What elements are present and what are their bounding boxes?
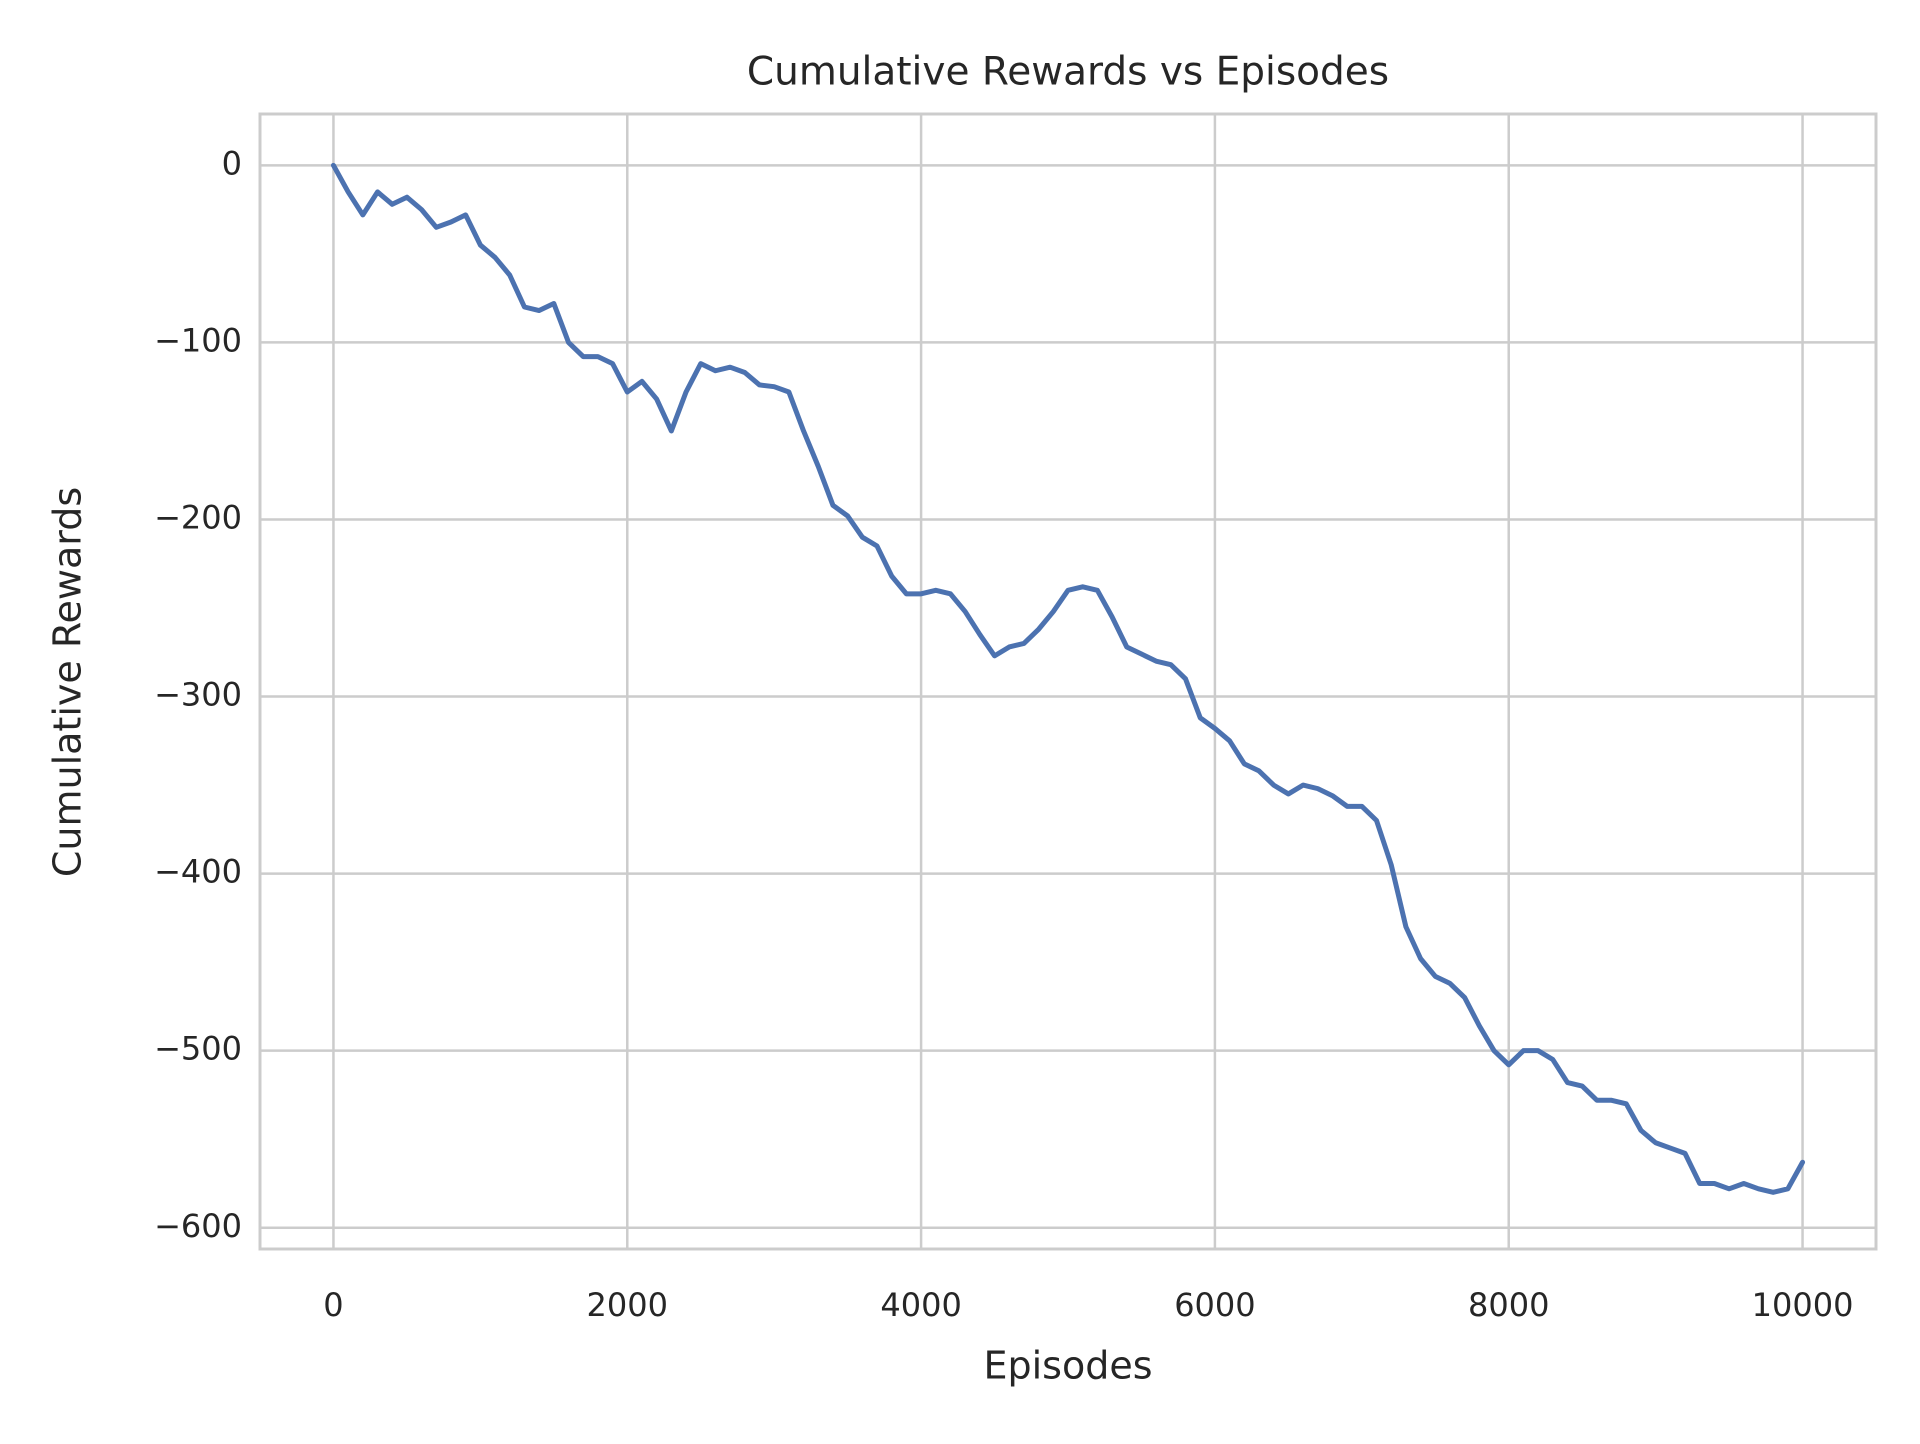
- y-axis-label: Cumulative Rewards: [46, 487, 90, 877]
- y-tick-label: −600: [154, 1207, 242, 1245]
- x-tick-label: 8000: [1468, 1286, 1549, 1324]
- data-line: [330, 162, 1806, 1195]
- chart-title: Cumulative Rewards vs Episodes: [747, 50, 1389, 95]
- x-tick-label: 10000: [1752, 1286, 1854, 1324]
- y-tick-label: −400: [154, 853, 242, 891]
- y-tick-label: −500: [154, 1030, 242, 1068]
- x-tick-label: 4000: [880, 1286, 961, 1324]
- y-tick-label: −200: [154, 498, 242, 536]
- x-tick-label: 0: [323, 1286, 343, 1324]
- plot-frame: [258, 112, 1878, 1251]
- y-tick-label: −300: [154, 676, 242, 714]
- x-axis-label: Episodes: [983, 1344, 1152, 1388]
- x-tick-label: 2000: [587, 1286, 668, 1324]
- y-tick-label: 0: [222, 144, 242, 182]
- x-tick-label: 6000: [1174, 1286, 1255, 1324]
- y-tick-label: −100: [154, 321, 242, 359]
